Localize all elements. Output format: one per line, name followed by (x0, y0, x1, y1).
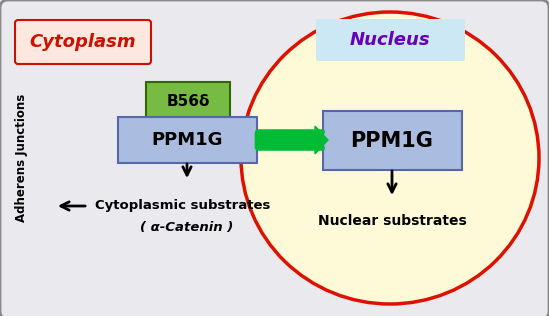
FancyBboxPatch shape (118, 117, 257, 163)
Ellipse shape (241, 12, 539, 304)
FancyBboxPatch shape (15, 20, 151, 64)
Text: B56δ: B56δ (166, 94, 210, 110)
FancyBboxPatch shape (316, 19, 465, 61)
Text: Cytoplasm: Cytoplasm (30, 33, 136, 51)
Text: ( α-Catenin ): ( α-Catenin ) (141, 222, 234, 234)
Text: Cytoplasmic substrates: Cytoplasmic substrates (95, 199, 270, 212)
Text: PPM1G: PPM1G (351, 131, 434, 151)
Text: Nuclear substrates: Nuclear substrates (318, 214, 466, 228)
Polygon shape (315, 126, 328, 154)
Text: Adherens Junctions: Adherens Junctions (15, 94, 29, 222)
FancyBboxPatch shape (146, 82, 230, 122)
Text: PPM1G: PPM1G (152, 131, 223, 149)
FancyBboxPatch shape (323, 111, 462, 170)
Text: Nucleus: Nucleus (350, 31, 430, 49)
